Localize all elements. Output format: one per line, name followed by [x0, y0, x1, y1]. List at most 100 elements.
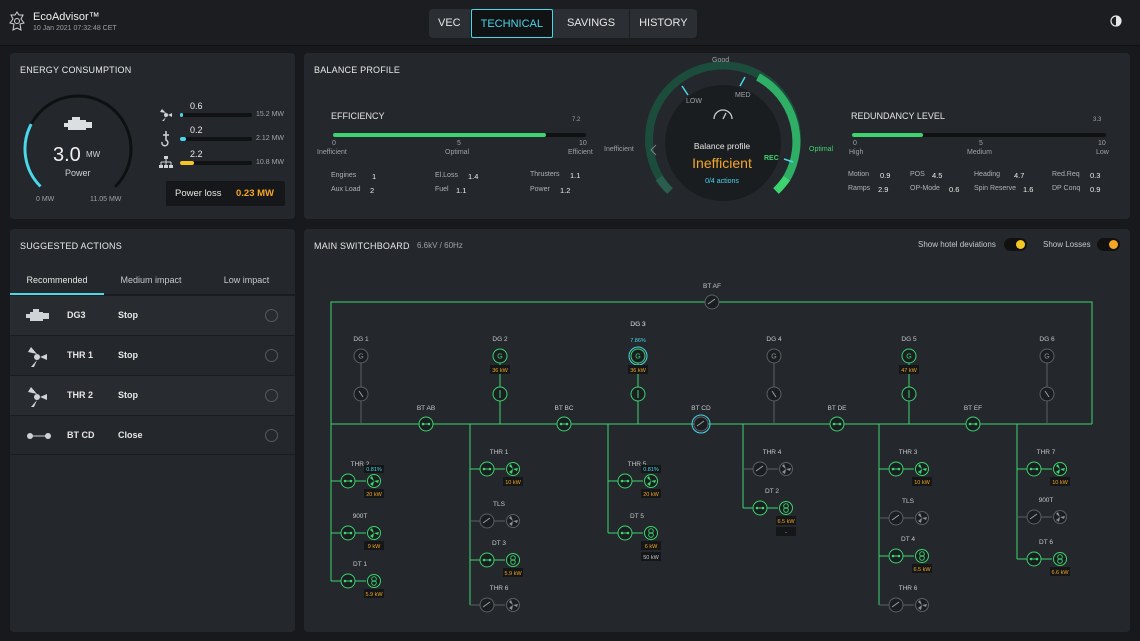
load-breaker[interactable]: [340, 473, 356, 489]
action-radio[interactable]: [265, 309, 278, 322]
transformer-icon[interactable]: [506, 553, 520, 567]
transformer-icon[interactable]: [367, 574, 381, 588]
generator-icon[interactable]: G: [1039, 348, 1055, 364]
thruster-icon[interactable]: [506, 598, 520, 612]
load-breaker[interactable]: [479, 461, 495, 477]
thruster-icon[interactable]: [915, 598, 929, 612]
hotel-deviations-toggle[interactable]: [1004, 238, 1027, 251]
transformer-icon[interactable]: [779, 501, 793, 515]
transformer-icon[interactable]: [644, 526, 658, 540]
stat-value: 1.1: [570, 171, 581, 180]
tab-savings[interactable]: SAVINGS: [553, 9, 631, 38]
thruster-icon[interactable]: [779, 462, 793, 476]
power-gauge: [23, 94, 133, 204]
generator-breaker[interactable]: [630, 386, 646, 402]
panel-title: SUGGESTED ACTIONS: [20, 241, 122, 251]
thruster-icon[interactable]: [644, 474, 658, 488]
tab-recommended[interactable]: Recommended: [10, 269, 104, 295]
bus-tie-breaker[interactable]: [418, 416, 434, 432]
tab-medium-impact[interactable]: Medium impact: [120, 275, 182, 285]
power-loss-value: 0.23 MW: [236, 188, 275, 199]
load-label: THR 4: [763, 449, 782, 456]
action-radio[interactable]: [265, 349, 278, 362]
load-breaker[interactable]: [888, 548, 904, 564]
action-row[interactable]: THR 2 Stop: [10, 375, 295, 415]
action-row[interactable]: DG3 Stop: [10, 295, 295, 335]
load-breaker[interactable]: [617, 525, 633, 541]
load-label: DT 6: [1039, 539, 1053, 546]
load-breaker[interactable]: [617, 473, 633, 489]
load-breaker[interactable]: [1026, 509, 1042, 525]
generator-icon[interactable]: G: [353, 348, 369, 364]
bus-tie-breaker[interactable]: [829, 416, 845, 432]
bus-tie-bt-af[interactable]: [704, 294, 720, 310]
bus-tie-label: BT DE: [827, 405, 847, 412]
switchboard-diagram: BT AF BT AB BT BC BT CD BT DE BT EF DG 1 G DG 2 G…: [330, 283, 1093, 613]
generator-icon[interactable]: G: [901, 348, 917, 364]
tab-vec[interactable]: VEC: [429, 9, 471, 38]
load-label: DT 2: [765, 488, 779, 495]
load-breaker[interactable]: [1026, 461, 1042, 477]
transformer-icon[interactable]: [1053, 552, 1067, 566]
action-radio[interactable]: [265, 429, 278, 442]
action-target: THR 2: [67, 390, 94, 400]
bus-tie-breaker[interactable]: [965, 416, 981, 432]
stat-label: Heading: [974, 171, 1001, 178]
generator-breaker[interactable]: [353, 386, 369, 402]
svg-text:G: G: [358, 354, 363, 361]
load-breaker[interactable]: [888, 597, 904, 613]
load-breaker[interactable]: [479, 513, 495, 529]
energy-consumption-panel: ENERGY CONSUMPTION 3.0 MW Power 0 MW 11.…: [10, 53, 295, 219]
thruster-icon[interactable]: [915, 462, 929, 476]
generator-label: DG 2: [492, 336, 508, 343]
action-command: Stop: [118, 310, 138, 320]
stat-value: 0.9: [880, 171, 891, 180]
load-box: [364, 589, 384, 598]
contrast-icon[interactable]: [1110, 15, 1122, 27]
generator-breaker[interactable]: [1039, 386, 1055, 402]
bus-tie-breaker[interactable]: [556, 416, 572, 432]
generator-load: 36 kW: [630, 368, 646, 374]
load-breaker[interactable]: [752, 461, 768, 477]
transformer-icon[interactable]: [915, 549, 929, 563]
generator-breaker[interactable]: [901, 386, 917, 402]
load-value: 5.9 kW: [365, 592, 383, 598]
thruster-icon[interactable]: [367, 526, 381, 540]
show-losses-toggle[interactable]: [1097, 238, 1120, 251]
crest-logo-icon: [9, 11, 25, 31]
load-breaker[interactable]: [888, 510, 904, 526]
load-breaker[interactable]: [479, 597, 495, 613]
load-breaker[interactable]: [340, 525, 356, 541]
action-radio[interactable]: [265, 389, 278, 402]
bus-tie-breaker[interactable]: [693, 416, 709, 432]
generator-breaker[interactable]: [492, 386, 508, 402]
generator-icon[interactable]: G: [492, 348, 508, 364]
load-breaker[interactable]: [752, 500, 768, 516]
thruster-icon[interactable]: [1053, 510, 1067, 524]
stat-label: Motion: [848, 171, 870, 178]
thruster-icon[interactable]: [1053, 462, 1067, 476]
stat-label: Power: [530, 186, 550, 193]
generator-breaker[interactable]: [766, 386, 782, 402]
action-row[interactable]: BT CD Close: [10, 415, 295, 455]
load-value: 6 kW: [645, 544, 658, 550]
efficiency-tick: 10: [579, 140, 587, 147]
generator-icon[interactable]: G: [628, 346, 648, 366]
load-breaker[interactable]: [888, 461, 904, 477]
stat-label: Fuel: [435, 186, 449, 193]
thruster-icon[interactable]: [367, 474, 381, 488]
thruster-icon[interactable]: [506, 462, 520, 476]
load-breaker[interactable]: [1026, 551, 1042, 567]
load-breaker[interactable]: [479, 552, 495, 568]
redundancy-title: REDUNDANCY LEVEL: [851, 111, 945, 121]
action-row[interactable]: THR 1 Stop: [10, 335, 295, 375]
tab-low-impact[interactable]: Low impact: [223, 275, 270, 285]
thruster-icon[interactable]: [915, 511, 929, 525]
thruster-icon[interactable]: [506, 514, 520, 528]
tab-technical[interactable]: TECHNICAL: [470, 9, 553, 38]
consumer-max: 15.2 MW: [256, 111, 285, 118]
generator-icon[interactable]: G: [766, 348, 782, 364]
load-breaker[interactable]: [340, 573, 356, 589]
power-loss-label: Power loss: [175, 188, 222, 199]
tab-history[interactable]: HISTORY: [639, 17, 688, 29]
